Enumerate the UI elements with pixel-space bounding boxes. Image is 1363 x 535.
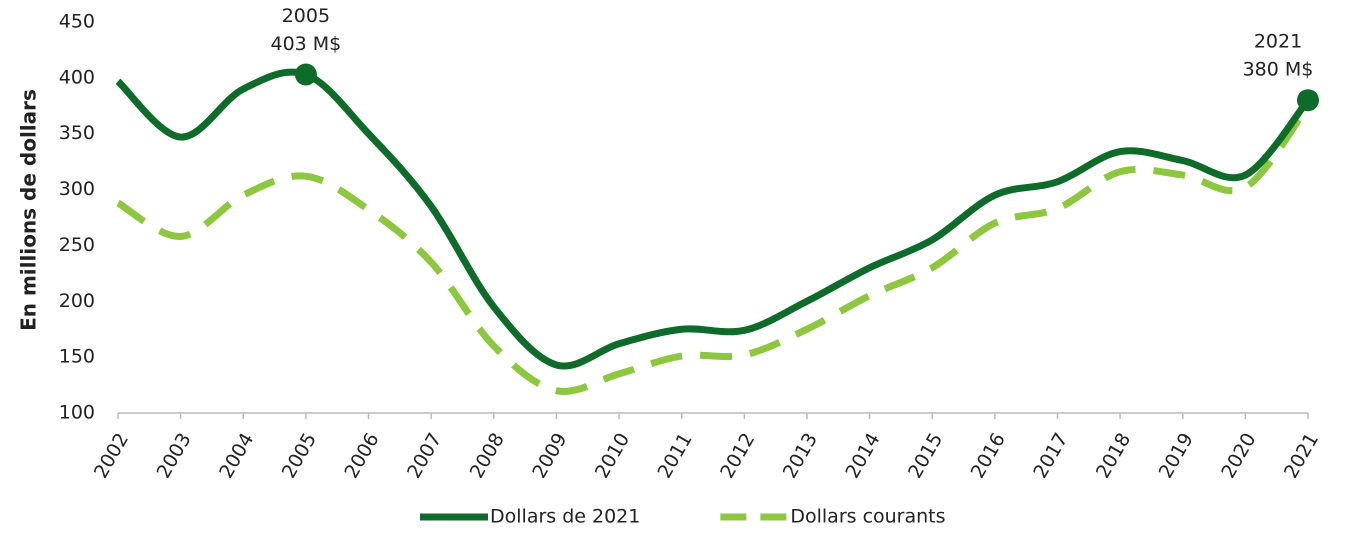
line [116,103,1311,395]
y-tick-label: 400 [59,66,95,88]
x-tick-label: 2015 [904,429,947,482]
x-tick-label: 2019 [1155,429,1198,482]
legend-label: Dollars courants [790,506,945,528]
annotation-year: 2021 [1254,31,1302,53]
x-tick-label: 2006 [340,429,383,482]
x-tick-label: 2003 [152,429,195,482]
x-tick-label: 2013 [779,429,822,482]
x-tick-label: 2010 [591,429,634,482]
annotation-value: 380 M$ [1243,59,1314,81]
y-tick-label: 450 [59,11,95,33]
x-tick-label: 2007 [403,429,446,482]
x-tick-label: 2005 [278,429,321,482]
x-tick-label: 2020 [1217,429,1260,482]
x-tick-label: 2018 [1092,429,1135,482]
x-tick-label: 2002 [90,429,133,482]
annotation-year: 2005 [282,5,330,27]
x-tick-label: 2016 [967,429,1010,482]
annotation-value: 403 M$ [270,33,341,55]
y-tick-label: 150 [59,346,95,368]
marker [1297,89,1319,112]
y-tick-label: 200 [59,290,95,312]
x-tick-label: 2009 [528,429,571,482]
x-tick-label: 2011 [654,429,697,482]
y-tick-label: 100 [59,402,95,424]
x-tick-label: 2004 [215,429,258,482]
x-tick-label: 2017 [1029,429,1072,482]
y-tick-label: 350 [59,122,95,144]
x-tick-label: 2021 [1280,429,1323,482]
marker [294,63,317,86]
x-tick-label: 2014 [841,429,884,482]
x-tick-label: 2008 [466,429,509,482]
x-tick-label: 2012 [716,429,759,482]
y-tick-label: 250 [59,234,95,256]
y-axis-label: En millions de dollars [17,89,41,331]
legend-label: Dollars de 2021 [490,506,640,528]
y-tick-label: 300 [59,178,95,200]
line [115,68,1311,370]
